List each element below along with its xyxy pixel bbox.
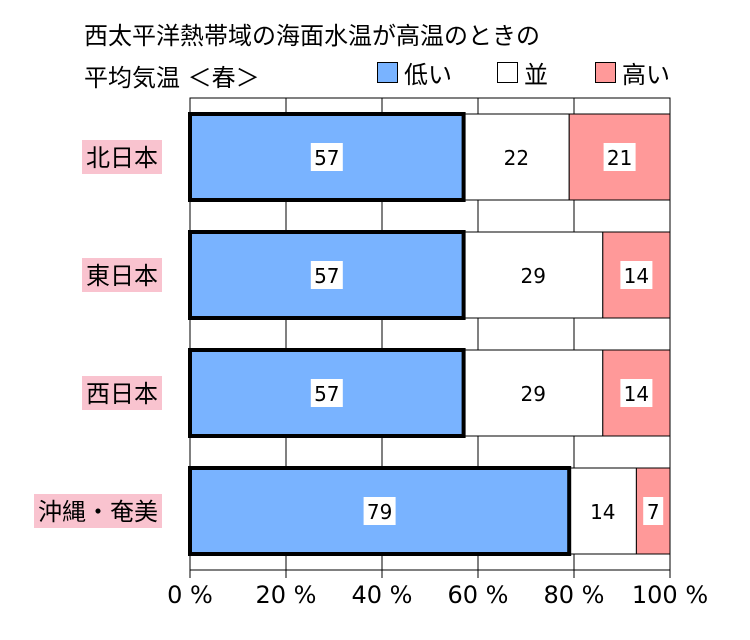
legend-label-high: 高い xyxy=(622,60,670,89)
legend-label-normal: 並 xyxy=(524,60,548,89)
data-label: 79 xyxy=(367,500,392,524)
x-tick-label: 100 % xyxy=(632,581,708,609)
chart-title: 西太平洋熱帯域の海面水温が高温のときの xyxy=(84,22,540,50)
legend-label-low: 低い xyxy=(404,60,452,89)
data-label: 57 xyxy=(314,264,339,288)
data-label: 14 xyxy=(624,382,649,406)
data-label: 22 xyxy=(504,146,529,170)
category-label: 西日本 xyxy=(86,380,158,408)
low-segment-outline xyxy=(188,348,466,438)
chart-subtitle: 平均気温 ＜春＞ xyxy=(84,64,260,92)
data-label-bg xyxy=(310,261,343,289)
data-label: 29 xyxy=(520,382,545,406)
data-label-bg xyxy=(363,497,396,525)
data-label-bg xyxy=(310,143,343,171)
category-label-bg xyxy=(34,494,162,528)
low-segment-outline xyxy=(188,112,466,202)
legend-swatch-high xyxy=(595,61,616,83)
legend-item-high: 高い xyxy=(595,59,670,89)
bar-segment xyxy=(463,231,604,319)
data-label: 14 xyxy=(624,264,649,288)
data-label: 57 xyxy=(314,146,339,170)
data-label-bg xyxy=(620,379,653,407)
legend-swatch-normal xyxy=(497,61,518,83)
category-label: 沖縄・奄美 xyxy=(38,498,158,526)
bar-segment xyxy=(568,467,637,555)
data-label-bg xyxy=(620,261,653,289)
plot-frame xyxy=(189,97,671,571)
data-label-bg xyxy=(310,379,343,407)
category-label: 東日本 xyxy=(86,262,158,290)
data-label: 21 xyxy=(607,146,632,170)
low-segment-outline xyxy=(188,230,466,320)
x-tick-label: 80 % xyxy=(544,581,605,609)
category-label-bg xyxy=(82,376,162,410)
legend-swatch-low xyxy=(377,61,398,83)
low-segment-outline xyxy=(188,466,572,556)
x-tick-label: 40 % xyxy=(352,581,413,609)
bar-segment xyxy=(463,113,570,201)
category-label-bg xyxy=(82,140,162,174)
data-label-bg xyxy=(643,497,664,525)
data-label: 7 xyxy=(647,500,660,524)
data-label: 57 xyxy=(314,382,339,406)
x-tick-label: 60 % xyxy=(448,581,509,609)
data-label: 14 xyxy=(590,500,615,524)
x-tick-label: 20 % xyxy=(256,581,317,609)
category-label-bg xyxy=(82,258,162,292)
x-tick-label: 0 % xyxy=(167,581,213,609)
legend-item-normal: 並 xyxy=(497,59,548,89)
data-label-bg xyxy=(603,143,636,171)
legend-item-low: 低い xyxy=(377,59,452,89)
bar-segment xyxy=(463,349,604,437)
category-label: 北日本 xyxy=(86,144,158,172)
data-label: 29 xyxy=(520,264,545,288)
